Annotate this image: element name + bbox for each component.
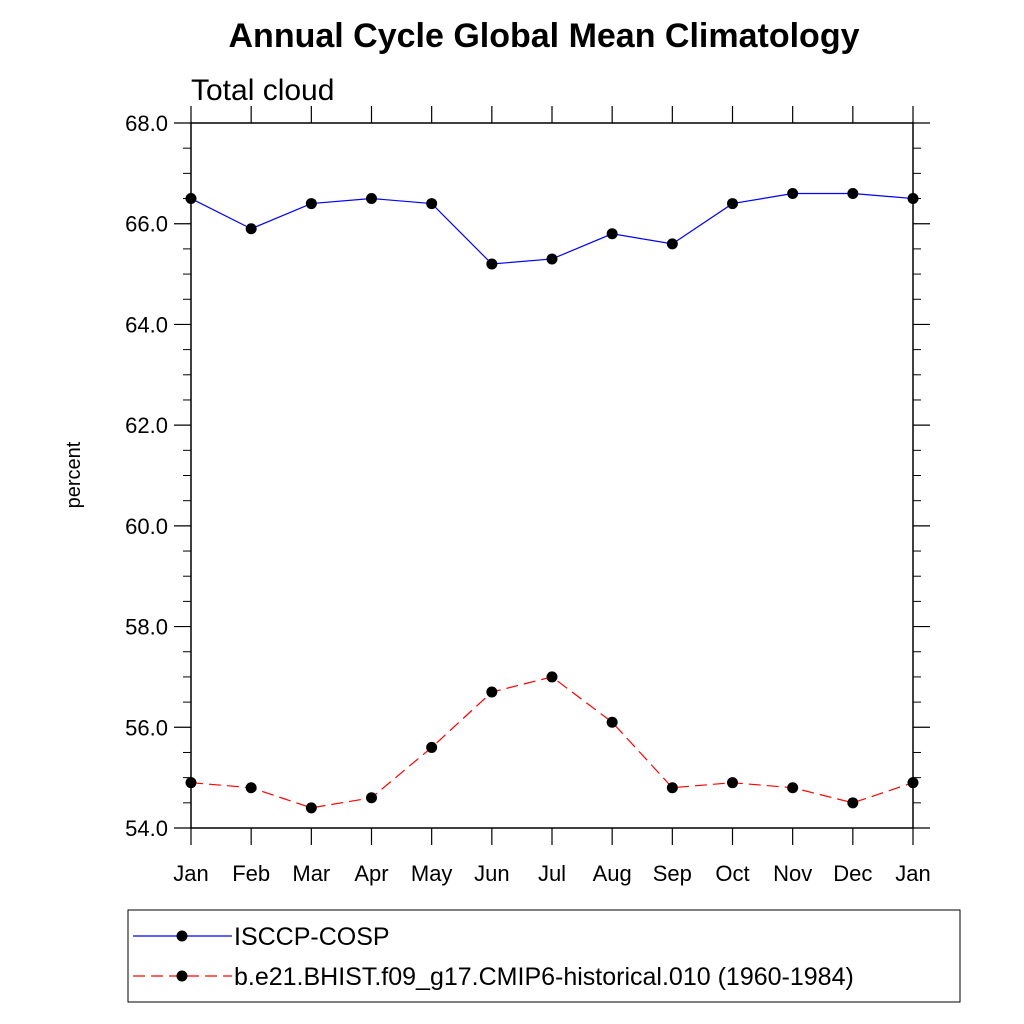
x-tick-label: Oct xyxy=(715,861,749,886)
series-0-point xyxy=(245,223,257,235)
series-0-point xyxy=(666,238,678,250)
y-tick-label: 66.0 xyxy=(125,212,168,237)
series-1-point xyxy=(606,716,618,728)
x-tick-label: May xyxy=(411,861,453,886)
y-tick-label: 62.0 xyxy=(125,413,168,438)
series-1-point xyxy=(305,802,317,814)
y-tick-label: 60.0 xyxy=(125,514,168,539)
chart-title: Annual Cycle Global Mean Climatology xyxy=(229,17,860,55)
x-tick-label: Jun xyxy=(474,861,509,886)
series-1-point xyxy=(546,671,558,683)
series-0-point xyxy=(305,198,317,210)
legend-label-1: b.e21.BHIST.f09_g17.CMIP6-historical.010… xyxy=(234,963,854,991)
series-0-point xyxy=(426,198,438,210)
series-0-point xyxy=(606,228,618,240)
series-1-point xyxy=(366,792,377,804)
series-0-point xyxy=(787,188,799,199)
series-layer xyxy=(185,188,919,814)
x-tick-label: Feb xyxy=(232,861,270,886)
y-tick-label: 56.0 xyxy=(125,715,168,740)
ticks-layer: 54.0 56.0 58.0 60.0 62.0 64.0 66.0 68.0 Jan Feb Ma… xyxy=(125,106,931,886)
series-0-point xyxy=(546,253,558,265)
series-1-point xyxy=(486,686,498,698)
series-1-point xyxy=(727,777,738,789)
x-tick-label: Sep xyxy=(653,861,692,886)
series-1-point xyxy=(245,782,257,794)
x-tick-label: Dec xyxy=(833,861,872,886)
legend-label-0: ISCCP-COSP xyxy=(234,923,390,951)
series-1-point xyxy=(787,782,799,794)
y-tick-label: 68.0 xyxy=(125,111,168,136)
series-line-0 xyxy=(190,192,914,265)
y-tick-label: 58.0 xyxy=(125,615,168,640)
x-tick-label: Jan xyxy=(173,861,208,886)
series-0-point xyxy=(847,188,859,199)
x-tick-label: Mar xyxy=(292,861,330,886)
series-0-point xyxy=(727,198,738,210)
y-axis-label: percent xyxy=(63,441,85,508)
series-1-point xyxy=(666,782,678,794)
x-tick-label: Aug xyxy=(593,861,632,886)
y-tick-label: 54.0 xyxy=(125,816,168,841)
series-0-point xyxy=(366,193,377,205)
series-1-point xyxy=(426,741,438,753)
legend: ISCCP-COSP b.e21.BHIST.f09_g17.CMIP6-hist… xyxy=(127,909,961,1003)
y-tick-label: 64.0 xyxy=(125,312,168,337)
x-tick-label: Jan xyxy=(895,861,930,886)
chart-subtitle: Total cloud xyxy=(191,74,334,107)
plot-frame xyxy=(190,122,914,829)
series-1-point xyxy=(847,797,859,809)
x-tick-label: Jul xyxy=(538,861,566,886)
legend-marker-0 xyxy=(176,930,188,942)
legend-box xyxy=(127,909,961,1003)
series-line-1 xyxy=(190,676,914,809)
x-tick-label: Apr xyxy=(354,861,388,886)
series-0-point xyxy=(486,258,498,270)
legend-marker-1 xyxy=(176,970,188,982)
x-tick-label: Nov xyxy=(773,861,812,886)
